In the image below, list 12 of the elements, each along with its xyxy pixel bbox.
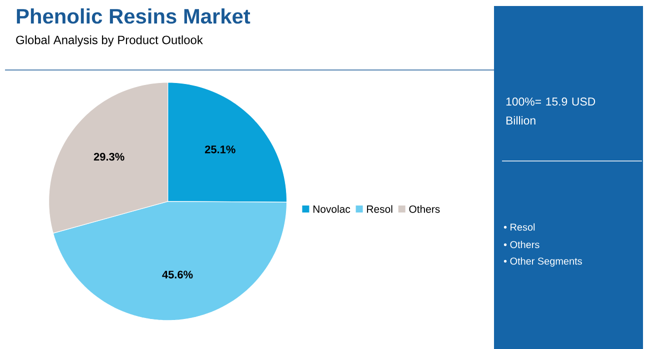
data-label: 29.3% <box>94 152 124 161</box>
text: • Others <box>504 240 540 248</box>
text: 100%= 15.9 USD Billion <box>506 98 596 125</box>
chart-title: Phenolic Resins Market <box>16 8 250 24</box>
data-label: 25.1% <box>204 146 236 154</box>
chart-subtitle: Global Analysis by Product Outlook <box>16 35 203 47</box>
legend-label: Novolac <box>313 205 350 213</box>
text: • Resol <box>504 223 535 231</box>
legend-label: Others <box>409 205 440 213</box>
legend-label: Resol <box>367 205 392 213</box>
data-label: 45.6% <box>162 270 193 278</box>
text: • Other Segments <box>504 257 582 267</box>
